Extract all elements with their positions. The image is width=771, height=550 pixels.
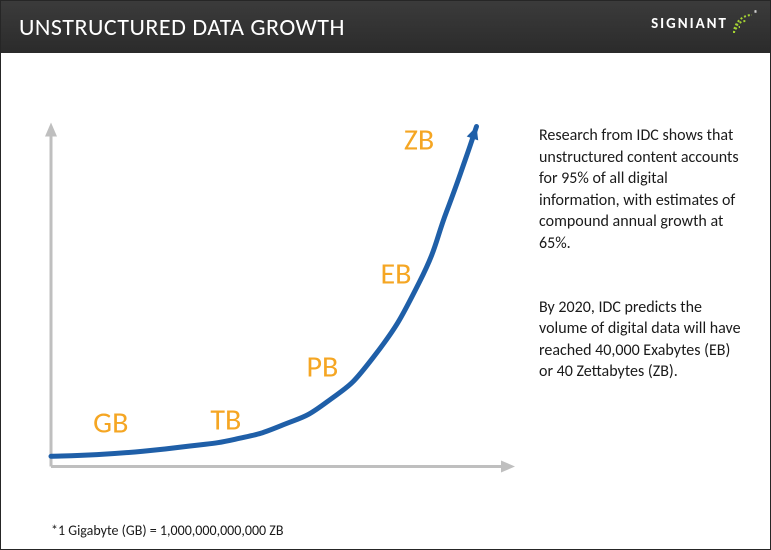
brand-text: SIGNIANT <box>651 15 728 33</box>
growth-chart: GBTBPBEBZB <box>21 77 521 516</box>
brand-arcs-icon <box>730 11 756 37</box>
header-bar: UNSTRUCTURED DATA GROWTH SIGNIANT ® <box>1 1 770 53</box>
chart-footnote: *1 Gigabyte (GB) = 1,000,000,000,000 ZB <box>21 516 521 539</box>
paragraph-1: Research from IDC shows that unstructure… <box>539 125 742 255</box>
brand-logo: SIGNIANT ® <box>651 11 756 37</box>
paragraph-2: By 2020, IDC predicts the volume of digi… <box>539 297 742 383</box>
trademark-icon: ® <box>754 9 760 19</box>
slide-frame: UNSTRUCTURED DATA GROWTH SIGNIANT ® GBTB… <box>0 0 771 550</box>
text-panel: Research from IDC shows that unstructure… <box>539 77 750 539</box>
chart-panel: GBTBPBEBZB *1 Gigabyte (GB) = 1,000,000,… <box>21 77 521 539</box>
content-area: GBTBPBEBZB *1 Gigabyte (GB) = 1,000,000,… <box>1 53 770 549</box>
chart-svg <box>21 77 521 516</box>
page-title: UNSTRUCTURED DATA GROWTH <box>19 13 345 42</box>
